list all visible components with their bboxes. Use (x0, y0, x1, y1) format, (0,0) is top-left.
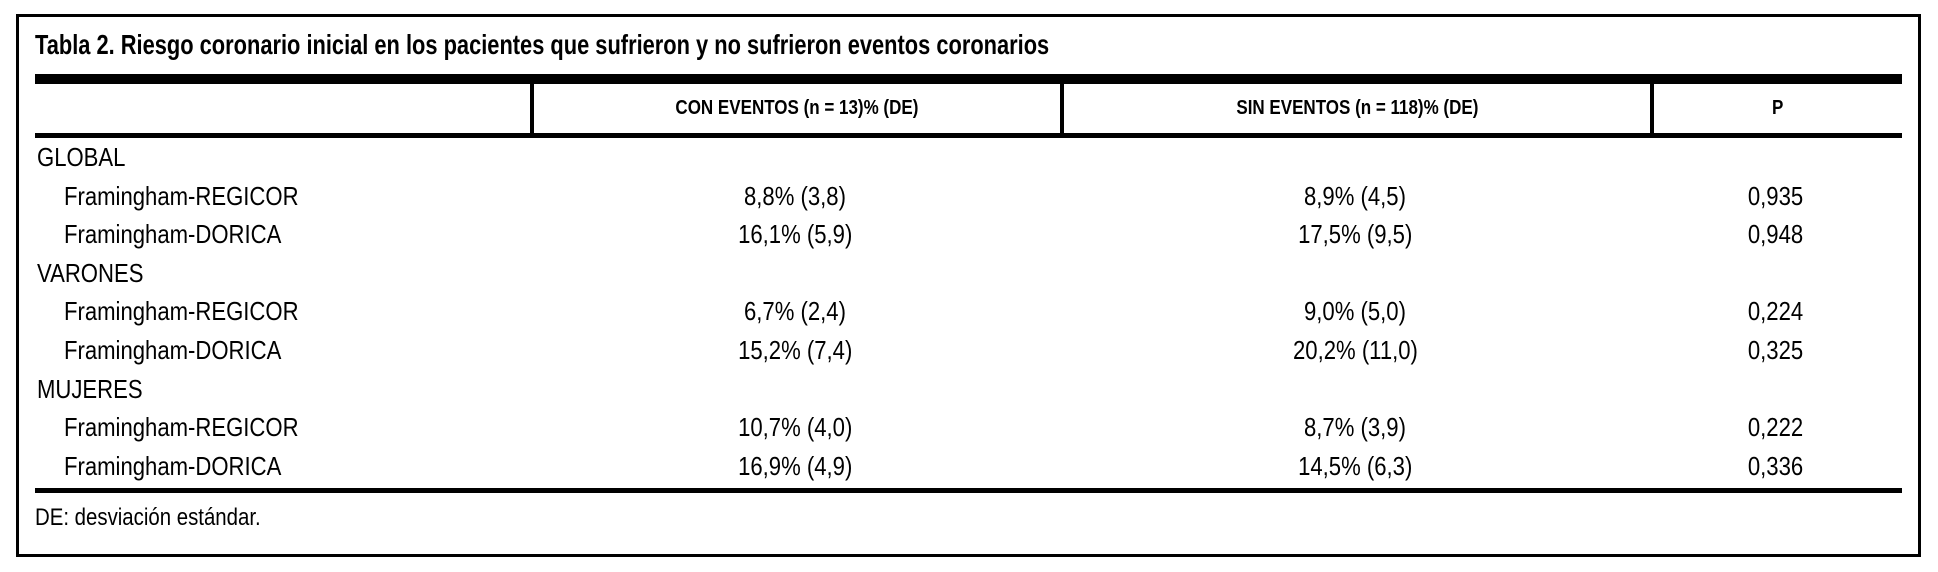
table-row: Framingham-REGICOR 6,7% (2,4) 9,0% (5,0)… (35, 292, 1902, 331)
value-p: 0,935 (1748, 180, 1804, 211)
value-sin-eventos: 17,5% (9,5) (1297, 219, 1413, 250)
section-label: GLOBAL (37, 142, 126, 172)
row-label: Framingham-DORICA (64, 219, 282, 250)
value-con-eventos: 10,7% (4,0) (737, 412, 853, 443)
section-row-mujeres: MUJERES (35, 370, 1902, 409)
value-cell-con-eventos: 10,7% (4,0) (530, 408, 1060, 447)
row-label-cell: Framingham-DORICA (35, 447, 530, 486)
table-title: Tabla 2. Riesgo coronario inicial en los… (35, 28, 1902, 62)
value-cell (530, 370, 1060, 409)
header-cell-sin-eventos: SIN EVENTOS (n = 118)% (DE) (1060, 84, 1650, 133)
value-cell-con-eventos: 16,9% (4,9) (530, 447, 1060, 486)
value-cell-sin-eventos: 17,5% (9,5) (1060, 215, 1650, 254)
value-cell-sin-eventos: 8,7% (3,9) (1060, 408, 1650, 447)
value-cell-p: 0,336 (1650, 447, 1902, 486)
row-label-cell: Framingham-REGICOR (35, 177, 530, 216)
table-row: Framingham-REGICOR 8,8% (3,8) 8,9% (4,5)… (35, 177, 1902, 216)
row-label: Framingham-REGICOR (64, 412, 299, 443)
value-cell-con-eventos: 15,2% (7,4) (530, 331, 1060, 370)
value-cell (1650, 370, 1902, 409)
header-cell-p-text: P (1772, 97, 1784, 119)
value-cell-con-eventos: 6,7% (2,4) (530, 292, 1060, 331)
value-cell-sin-eventos: 8,9% (4,5) (1060, 177, 1650, 216)
value-sin-eventos: 8,7% (3,9) (1304, 412, 1406, 443)
section-label-cell: GLOBAL (35, 138, 530, 177)
value-p: 0,325 (1748, 334, 1804, 365)
header-cell-sin-eventos-text: SIN EVENTOS (n = 118)% (DE) (1235, 97, 1479, 119)
value-cell-p: 0,935 (1650, 177, 1902, 216)
value-cell-p: 0,224 (1650, 292, 1902, 331)
value-sin-eventos: 20,2% (11,0) (1292, 334, 1418, 365)
value-sin-eventos: 8,9% (4,5) (1304, 180, 1406, 211)
value-p: 0,336 (1748, 450, 1804, 481)
row-label-cell: Framingham-DORICA (35, 215, 530, 254)
value-con-eventos: 16,9% (4,9) (737, 450, 853, 481)
row-label: Framingham-DORICA (64, 450, 282, 481)
value-cell (1650, 254, 1902, 293)
row-label-cell: Framingham-DORICA (35, 331, 530, 370)
value-p: 0,948 (1748, 219, 1804, 250)
row-label: Framingham-REGICOR (64, 180, 299, 211)
table-footnote-text: DE: desviación estándar. (35, 504, 261, 532)
table-row: Framingham-REGICOR 10,7% (4,0) 8,7% (3,9… (35, 408, 1902, 447)
value-con-eventos: 8,8% (3,8) (744, 180, 846, 211)
row-label-cell: Framingham-REGICOR (35, 292, 530, 331)
value-cell-con-eventos: 16,1% (5,9) (530, 215, 1060, 254)
value-cell-p: 0,948 (1650, 215, 1902, 254)
section-label-cell: VARONES (35, 254, 530, 293)
value-con-eventos: 15,2% (7,4) (737, 334, 853, 365)
value-cell (1060, 370, 1650, 409)
value-cell (1650, 138, 1902, 177)
table-body: GLOBAL Framingham-REGICOR 8,8% (3,8) 8,9… (35, 138, 1902, 485)
row-label-cell: Framingham-REGICOR (35, 408, 530, 447)
value-p: 0,224 (1748, 296, 1804, 327)
header-cell-con-eventos-text: CON EVENTOS (n = 13)% (DE) (675, 97, 919, 119)
value-con-eventos: 6,7% (2,4) (744, 296, 846, 327)
table-row: Framingham-DORICA 15,2% (7,4) 20,2% (11,… (35, 331, 1902, 370)
section-label: MUJERES (37, 373, 143, 404)
header-cell-p: P (1650, 84, 1902, 133)
section-row-global: GLOBAL (35, 138, 1902, 177)
value-sin-eventos: 14,5% (6,3) (1297, 450, 1413, 481)
row-label: Framingham-DORICA (64, 334, 282, 365)
value-cell (1060, 138, 1650, 177)
footnote-divider-rule (35, 488, 1902, 494)
value-p: 0,222 (1748, 412, 1804, 443)
value-cell (530, 138, 1060, 177)
value-cell-p: 0,325 (1650, 331, 1902, 370)
header-cell-con-eventos: CON EVENTOS (n = 13)% (DE) (530, 84, 1060, 133)
table-frame: Tabla 2. Riesgo coronario inicial en los… (16, 14, 1921, 557)
value-cell-con-eventos: 8,8% (3,8) (530, 177, 1060, 216)
value-cell-p: 0,222 (1650, 408, 1902, 447)
header-cell-rowlabel (35, 84, 530, 133)
header-divider-rule (35, 133, 1902, 138)
section-row-varones: VARONES (35, 254, 1902, 293)
table-footnote: DE: desviación estándar. (35, 493, 1902, 534)
row-label: Framingham-REGICOR (64, 296, 299, 327)
value-cell-sin-eventos: 14,5% (6,3) (1060, 447, 1650, 486)
section-label: VARONES (37, 257, 144, 288)
value-cell-sin-eventos: 9,0% (5,0) (1060, 292, 1650, 331)
value-cell (1060, 254, 1650, 293)
value-cell (530, 254, 1060, 293)
value-sin-eventos: 9,0% (5,0) (1304, 296, 1406, 327)
table-header-row: CON EVENTOS (n = 13)% (DE) SIN EVENTOS (… (35, 84, 1902, 133)
table-title-text: Tabla 2. Riesgo coronario inicial en los… (35, 29, 1050, 60)
table-row: Framingham-DORICA 16,9% (4,9) 14,5% (6,3… (35, 447, 1902, 486)
value-con-eventos: 16,1% (5,9) (737, 219, 853, 250)
section-label-cell: MUJERES (35, 370, 530, 409)
table-row: Framingham-DORICA 16,1% (5,9) 17,5% (9,5… (35, 215, 1902, 254)
value-cell-sin-eventos: 20,2% (11,0) (1060, 331, 1650, 370)
title-divider-rule (35, 74, 1902, 84)
